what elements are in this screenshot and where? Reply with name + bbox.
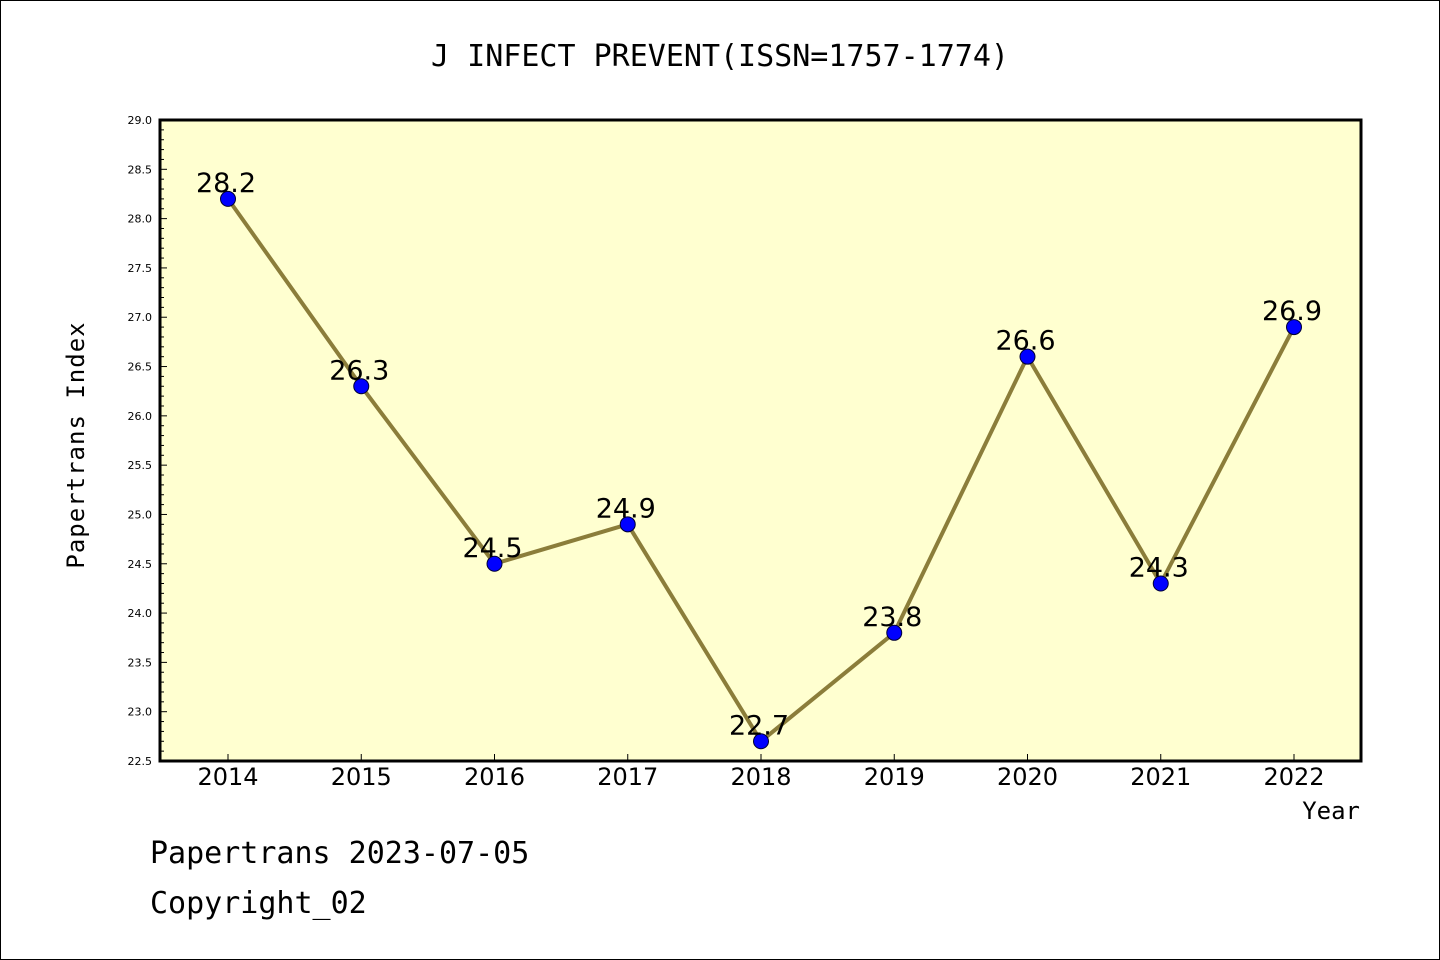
y-tick-label: 22.5	[128, 755, 153, 768]
data-point	[353, 378, 370, 395]
plot-area	[158, 118, 1363, 763]
x-tick-label: 2015	[331, 763, 392, 791]
y-tick-label: 24.5	[128, 558, 153, 571]
data-label: 24.3	[1129, 552, 1189, 583]
x-tick-label: 2020	[997, 763, 1058, 791]
x-tick-label: 2018	[730, 763, 791, 791]
x-tick-label: 2014	[197, 763, 258, 791]
data-point	[753, 733, 769, 750]
data-label: 24.9	[596, 493, 656, 524]
data-point	[220, 190, 236, 207]
y-axis: 22.5 23.0 23.5 24.0 24.5 25.0 25.5 26.0 26.5 27.0…	[128, 114, 167, 768]
footer-date: Papertrans 2023-07-05	[150, 836, 529, 871]
x-tick-label: 2017	[597, 763, 658, 791]
y-axis-label: Papertrans Index	[62, 321, 90, 568]
data-point	[1286, 319, 1302, 336]
y-tick-label: 28.5	[128, 163, 153, 176]
y-tick-label: 28.0	[128, 213, 153, 226]
data-label: 24.5	[462, 533, 522, 564]
data-point	[619, 516, 636, 533]
y-tick-label: 24.0	[128, 607, 153, 620]
y-tick-label: 23.5	[128, 656, 153, 669]
data-label: 22.7	[729, 710, 789, 741]
x-tick-label: 2022	[1263, 763, 1324, 791]
data-labels: 28.2 26.3 24.5 24.9 22.7 23.8 26.6 24.3 26.9	[196, 168, 1322, 741]
data-label: 23.8	[862, 602, 922, 633]
data-label: 26.9	[1262, 296, 1322, 327]
data-label: 26.6	[995, 326, 1055, 357]
y-tick-label: 29.0	[128, 114, 153, 127]
y-tick-label: 25.0	[128, 508, 153, 521]
x-axis: 2014 2015 2016 2017 2018 2019 2020 2021 2022	[197, 754, 1325, 791]
y-tick-label: 26.5	[128, 361, 153, 374]
y-tick-label: 23.0	[128, 706, 153, 719]
x-tick-label: 2016	[464, 763, 525, 791]
y-tick-label: 26.0	[128, 410, 153, 423]
chart-title: J INFECT PREVENT(ISSN=1757-1774)	[431, 39, 1009, 74]
data-point	[1019, 348, 1036, 365]
x-tick-label: 2021	[1130, 763, 1191, 791]
series-markers	[220, 190, 1302, 750]
data-label: 28.2	[196, 168, 256, 199]
data-point	[1152, 575, 1169, 592]
data-point	[486, 555, 503, 572]
y-tick-label: 27.5	[128, 262, 153, 275]
footer-copyright: Copyright_02	[150, 886, 367, 921]
x-tick-label: 2019	[864, 763, 925, 791]
y-tick-label: 25.5	[128, 459, 153, 472]
data-label: 26.3	[329, 355, 389, 386]
data-point	[886, 624, 903, 641]
x-axis-label: Year	[1302, 797, 1360, 825]
y-tick-label: 27.0	[128, 311, 153, 324]
